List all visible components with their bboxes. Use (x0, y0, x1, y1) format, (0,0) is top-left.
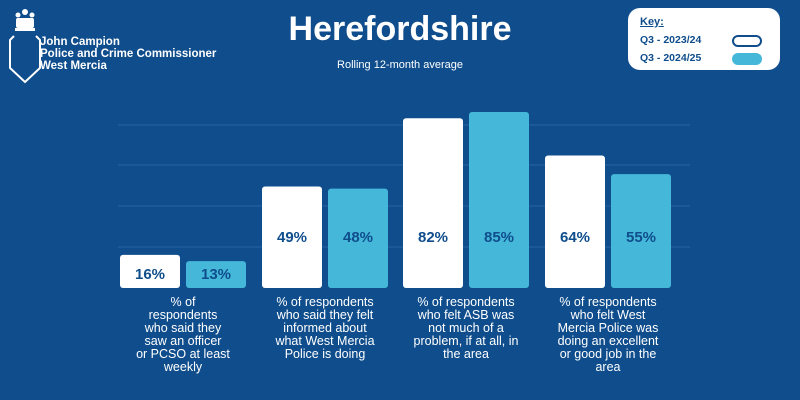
category-label-line: who said they felt (276, 308, 374, 322)
category-label-line: who felt ASB was (417, 308, 515, 322)
bar-2023-24-cat1 (120, 254, 180, 288)
legend: Key: Q3 - 2023/24 Q3 - 2024/25 (628, 8, 780, 70)
category-label-line: who said they (144, 321, 222, 335)
chart-subtitle: Rolling 12-month average (337, 59, 463, 71)
category-label-line: or PCSO at least (136, 347, 230, 361)
legend-label-2023: Q3 - 2023/24 (640, 34, 702, 46)
category-label-line: doing an excellent (557, 334, 659, 348)
brand-text: John Campion Police and Crime Commission… (40, 36, 216, 72)
bar-2024-25-cat3 (469, 112, 529, 288)
category-label-line: not much of a (428, 321, 504, 335)
category-label-line: Mercia Police was (557, 321, 659, 335)
brand-role: Police and Crime Commissioner (40, 48, 217, 60)
category-label-line: saw an officer (144, 334, 222, 348)
commissioner-logo: John Campion Police and Crime Commission… (8, 6, 216, 86)
bar-2023-24-cat3 (403, 118, 463, 288)
data-label: 64% (560, 229, 590, 246)
data-label: 82% (418, 229, 448, 246)
category-label-line: informed about (283, 321, 367, 335)
data-label: 13% (201, 266, 231, 283)
chart-title: Herefordshire (288, 10, 512, 48)
category-label-line: % of respondents (559, 295, 657, 309)
legend-swatch-2024 (732, 53, 762, 65)
category-label-line: % of respondents (276, 295, 374, 309)
category-label-1: % of respondents who said they saw an offic… (113, 296, 253, 374)
shield-icon (9, 9, 41, 84)
category-label-2: % of respondents who said they felt inform… (255, 296, 395, 361)
legend-title: Key: (640, 16, 664, 28)
category-label-4: % of respondents who felt West Mercia Poli… (538, 296, 678, 374)
bar-2023-24-cat4 (545, 155, 605, 288)
category-label-line: the area (443, 347, 489, 361)
data-label: 49% (277, 229, 307, 246)
data-label: 55% (626, 229, 656, 246)
data-label: 48% (343, 229, 373, 246)
category-label-line: % of respondents (417, 295, 515, 309)
data-label: 16% (135, 266, 165, 283)
category-label-line: respondents (148, 308, 218, 322)
legend-label-2024: Q3 - 2024/25 (640, 52, 702, 64)
category-label-3: % of respondents who felt ASB was not much… (396, 296, 536, 361)
category-label-line: who felt West (570, 308, 646, 322)
category-label-line: or good job in the (559, 347, 657, 361)
bar-2024-25-cat2 (328, 188, 388, 288)
bar-2024-25-cat1 (186, 261, 246, 288)
category-label-line: problem, if at all, in (413, 334, 519, 348)
bar-2023-24-cat2 (262, 186, 322, 288)
category-label-line: % of (170, 295, 196, 309)
category-label-line: area (595, 360, 621, 374)
category-label-line: Police is doing (284, 347, 366, 361)
brand-name: John Campion (40, 36, 120, 48)
data-label: 85% (484, 229, 514, 246)
brand-area: West Mercia (40, 60, 107, 72)
category-label-line: weekly (163, 360, 203, 374)
category-label-line: what West Mercia (275, 334, 375, 348)
bar-2024-25-cat4 (611, 174, 671, 288)
legend-swatch-2023 (732, 35, 762, 47)
